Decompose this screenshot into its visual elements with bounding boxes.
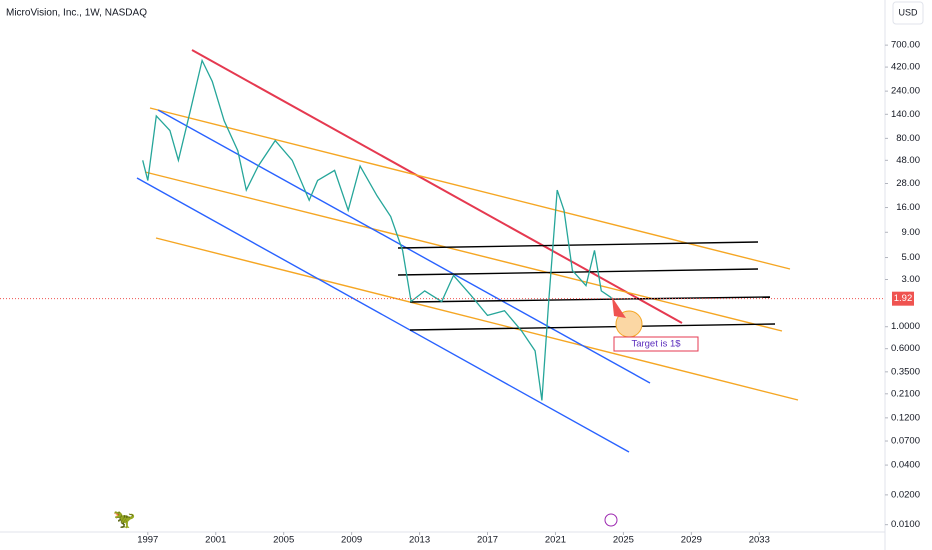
x-tick-label: 2013 — [409, 535, 430, 546]
logo: 🦖 — [113, 509, 135, 529]
x-tick-label: 2033 — [749, 535, 770, 546]
y-tick-label: 0.6000 — [891, 343, 920, 354]
y-tick-label: 700.00 — [891, 40, 920, 51]
y-tick-label: 0.0400 — [891, 460, 920, 471]
orange-channel-mid — [144, 171, 783, 332]
y-tick-label: 5.00 — [902, 252, 921, 263]
orange-channel-bottom — [155, 237, 799, 401]
red-trendline — [191, 49, 683, 324]
price-line — [142, 58, 612, 401]
x-tick-label: 2029 — [681, 535, 702, 546]
black-level-4 — [409, 323, 776, 331]
target-arrow — [612, 297, 626, 318]
y-tick-label: 16.00 — [896, 202, 920, 213]
y-tick-label: 0.0700 — [891, 436, 920, 447]
y-tick-label: 0.2100 — [891, 388, 920, 399]
y-tick-label: 3.00 — [902, 274, 921, 285]
y-tick-label: 0.3500 — [891, 366, 920, 377]
black-level-1 — [397, 241, 759, 249]
y-tick-label: 80.00 — [896, 133, 920, 144]
x-tick-label: 2021 — [545, 535, 566, 546]
last-price-box — [892, 291, 914, 306]
y-tick-label: 1.0000 — [891, 321, 920, 332]
event-icon[interactable] — [604, 513, 618, 527]
chart-title: MicroVision, Inc., 1W, NASDAQ — [6, 8, 147, 19]
currency-button[interactable] — [892, 1, 924, 25]
x-tick-label: 2009 — [341, 535, 362, 546]
x-tick-label: 2017 — [477, 535, 498, 546]
orange-channel-top — [149, 107, 791, 270]
annotation: Target is 1$ — [631, 339, 681, 350]
black-level-2 — [397, 268, 759, 276]
x-tick-label: 2005 — [273, 535, 294, 546]
y-tick-label: 9.00 — [902, 227, 921, 238]
y-tick-label: 48.00 — [896, 155, 920, 166]
blue-channel-bottom — [136, 177, 630, 453]
y-tick-label: 0.0100 — [891, 519, 920, 530]
annotation-box — [613, 336, 699, 352]
y-tick-label: 420.00 — [891, 62, 920, 73]
last-price-label: 1.92 — [894, 293, 913, 304]
y-tick-label: 28.00 — [896, 178, 920, 189]
x-tick-label: 1997 — [137, 535, 158, 546]
y-tick-label: 0.1200 — [891, 412, 920, 423]
y-tick-label: 0.0200 — [891, 489, 920, 500]
trend-lines — [136, 49, 799, 453]
blue-channel-top — [157, 109, 651, 384]
black-level-3 — [409, 296, 771, 303]
x-tick-label: 2025 — [613, 535, 634, 546]
y-tick-label: 240.00 — [891, 86, 920, 97]
x-tick-label: 2001 — [205, 535, 226, 546]
currency-label: USD — [898, 7, 918, 17]
y-tick-label: 140.00 — [891, 109, 920, 120]
